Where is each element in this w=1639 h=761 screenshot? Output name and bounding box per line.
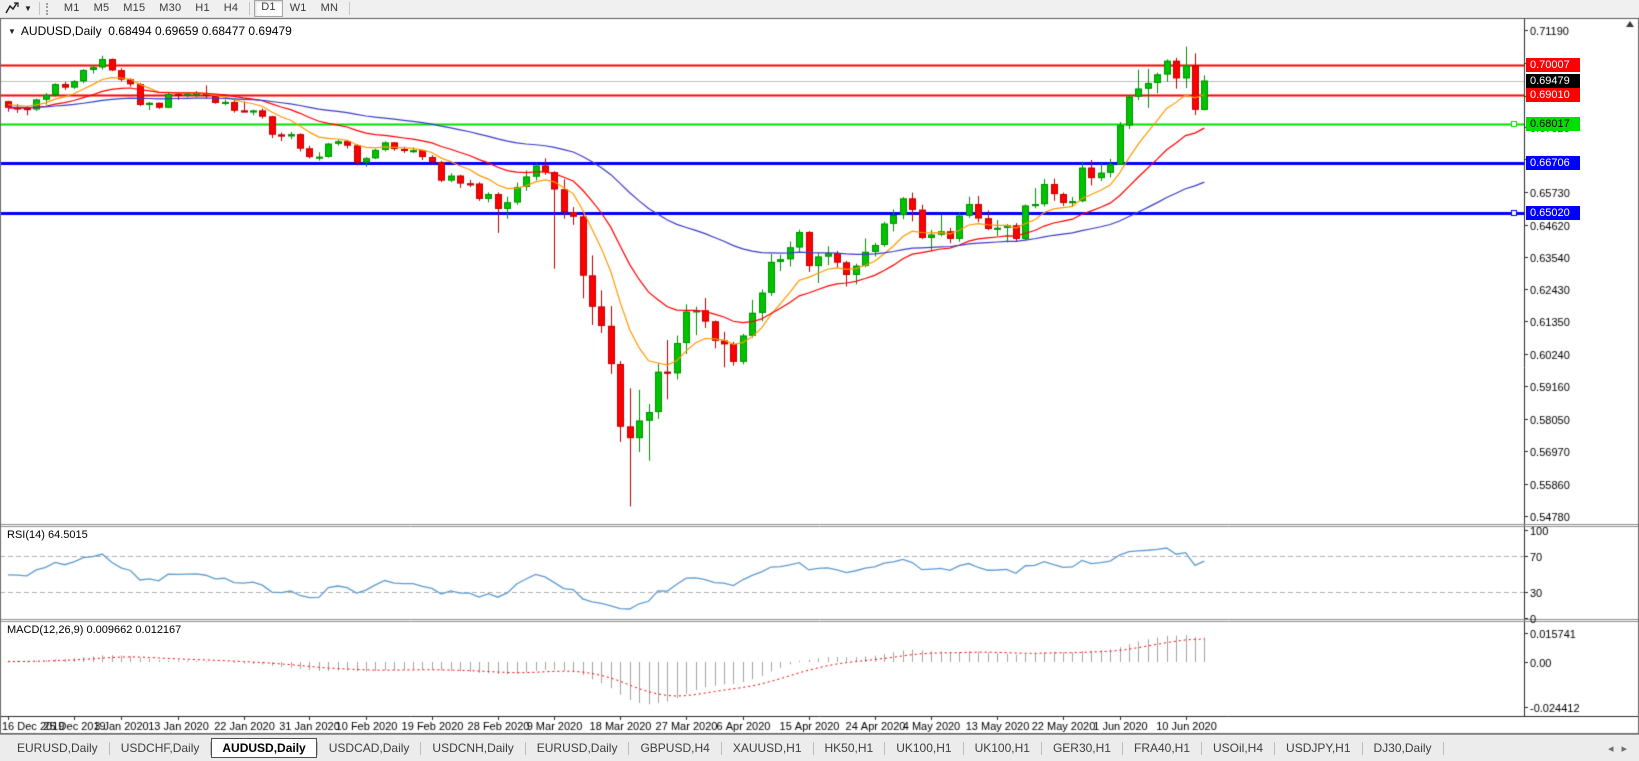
symbol-tab-usdjpy-h1[interactable]: USDJPY,H1 bbox=[1286, 741, 1351, 755]
rsi-indicator-label: RSI(14) 64.5015 bbox=[7, 529, 88, 541]
symbol-tab-usoil-h4[interactable]: USOil,H4 bbox=[1213, 741, 1264, 755]
chart-symbol: AUDUSD,Daily bbox=[20, 24, 102, 38]
symbol-tab-usdchf-daily[interactable]: USDCHF,Daily bbox=[120, 741, 200, 755]
price-line-label: 0.65020 bbox=[1526, 205, 1580, 220]
bottom-tab-bar: EURUSD,Daily USDCHF,Daily AUDUSD,Daily USDC… bbox=[0, 734, 1639, 761]
tab-scroll-left-icon[interactable]: ◂ bbox=[1607, 742, 1614, 755]
macd-indicator-label: MACD(12,26,9) 0.009662 0.012167 bbox=[7, 624, 182, 636]
price-line-label: 0.69479 bbox=[1526, 73, 1580, 88]
tab-separator bbox=[420, 741, 422, 755]
symbol-tab-usdcad-daily[interactable]: USDCAD,Daily bbox=[328, 741, 410, 755]
timeframe-toolbar: ▼ M1 M5 M15 M30 H1 H4 D1 W1 MN bbox=[0, 0, 1639, 18]
symbol-tab-fra40-h1[interactable]: FRA40,H1 bbox=[1133, 741, 1191, 755]
timeframe-buttons: M1 M5 M15 M30 H1 H4 D1 W1 MN bbox=[57, 0, 354, 17]
tab-separator bbox=[884, 741, 886, 755]
toolbar-separator bbox=[349, 2, 351, 15]
symbol-tab-usdcnh-daily[interactable]: USDCNH,Daily bbox=[432, 741, 514, 755]
window-menu-icon[interactable]: ▼ bbox=[8, 27, 16, 36]
price-chart-canvas[interactable] bbox=[0, 18, 1639, 734]
toolbar-separator bbox=[249, 2, 251, 15]
price-line-label: 0.68017 bbox=[1526, 116, 1580, 131]
symbol-tab-hk50-h1[interactable]: HK50,H1 bbox=[824, 741, 874, 755]
timeframe-button-h4[interactable]: H4 bbox=[223, 2, 239, 14]
symbol-tab-dj30-daily[interactable]: DJ30,Daily bbox=[1373, 741, 1432, 755]
tab-separator bbox=[1361, 741, 1363, 755]
chart-tool-icon[interactable] bbox=[3, 1, 21, 16]
tab-separator bbox=[1201, 741, 1203, 755]
symbol-tab-eurusd-daily[interactable]: EURUSD,Daily bbox=[536, 741, 618, 755]
timeframe-button-w1[interactable]: W1 bbox=[289, 2, 307, 14]
toolbar-separator bbox=[38, 2, 40, 15]
tab-separator bbox=[1040, 741, 1042, 755]
toolbar-grip[interactable] bbox=[45, 2, 51, 15]
tab-separator bbox=[720, 741, 722, 755]
price-line-label: 0.66706 bbox=[1526, 155, 1580, 170]
timeframe-button-m30[interactable]: M30 bbox=[159, 2, 182, 14]
timeframe-button-m15[interactable]: M15 bbox=[123, 2, 146, 14]
symbol-tab-audusd-daily[interactable]: AUDUSD,Daily bbox=[211, 738, 317, 758]
tab-separator bbox=[962, 741, 964, 755]
tab-separator bbox=[628, 741, 630, 755]
tab-separator bbox=[316, 741, 318, 755]
symbol-tab-xauusd-h1[interactable]: XAUUSD,H1 bbox=[732, 741, 802, 755]
chevron-down-icon[interactable]: ▼ bbox=[24, 4, 32, 13]
chart-title: ▼ AUDUSD,Daily 0.68494 0.69659 0.68477 0.… bbox=[8, 24, 292, 38]
price-line-label: 0.69010 bbox=[1526, 87, 1580, 102]
timeframe-button-h1[interactable]: H1 bbox=[195, 2, 210, 14]
tab-separator bbox=[812, 741, 814, 755]
symbol-tab-ger30-h1[interactable]: GER30,H1 bbox=[1052, 741, 1111, 755]
timeframe-button-mn[interactable]: MN bbox=[320, 2, 339, 14]
chart-window: ▼ AUDUSD,Daily 0.68494 0.69659 0.68477 0.… bbox=[0, 18, 1639, 734]
tab-separator bbox=[1442, 741, 1444, 755]
tab-separator bbox=[210, 741, 212, 755]
timeframe-button-m5[interactable]: M5 bbox=[93, 2, 110, 14]
tab-separator bbox=[108, 741, 110, 755]
price-line-label: 0.70007 bbox=[1526, 58, 1580, 73]
timeframe-button-d1[interactable]: D1 bbox=[254, 0, 283, 17]
tab-separator bbox=[1274, 741, 1276, 755]
symbol-tab-eurusd-daily[interactable]: EURUSD,Daily bbox=[17, 741, 98, 755]
symbol-tab-uk100-h1[interactable]: UK100,H1 bbox=[974, 741, 1030, 755]
tab-scroll-right-icon[interactable]: ▸ bbox=[1621, 742, 1627, 755]
timeframe-button-m1[interactable]: M1 bbox=[63, 2, 80, 14]
chart-ohlc: 0.68494 0.69659 0.68477 0.69479 bbox=[108, 24, 292, 38]
symbol-tab-uk100-h1[interactable]: UK100,H1 bbox=[896, 741, 952, 755]
tab-separator bbox=[524, 741, 526, 755]
symbol-tab-gbpusd-h4[interactable]: GBPUSD,H4 bbox=[640, 741, 710, 755]
tab-scroll-arrows: ◂ ▸ bbox=[1604, 742, 1631, 755]
tab-separator bbox=[1121, 741, 1123, 755]
